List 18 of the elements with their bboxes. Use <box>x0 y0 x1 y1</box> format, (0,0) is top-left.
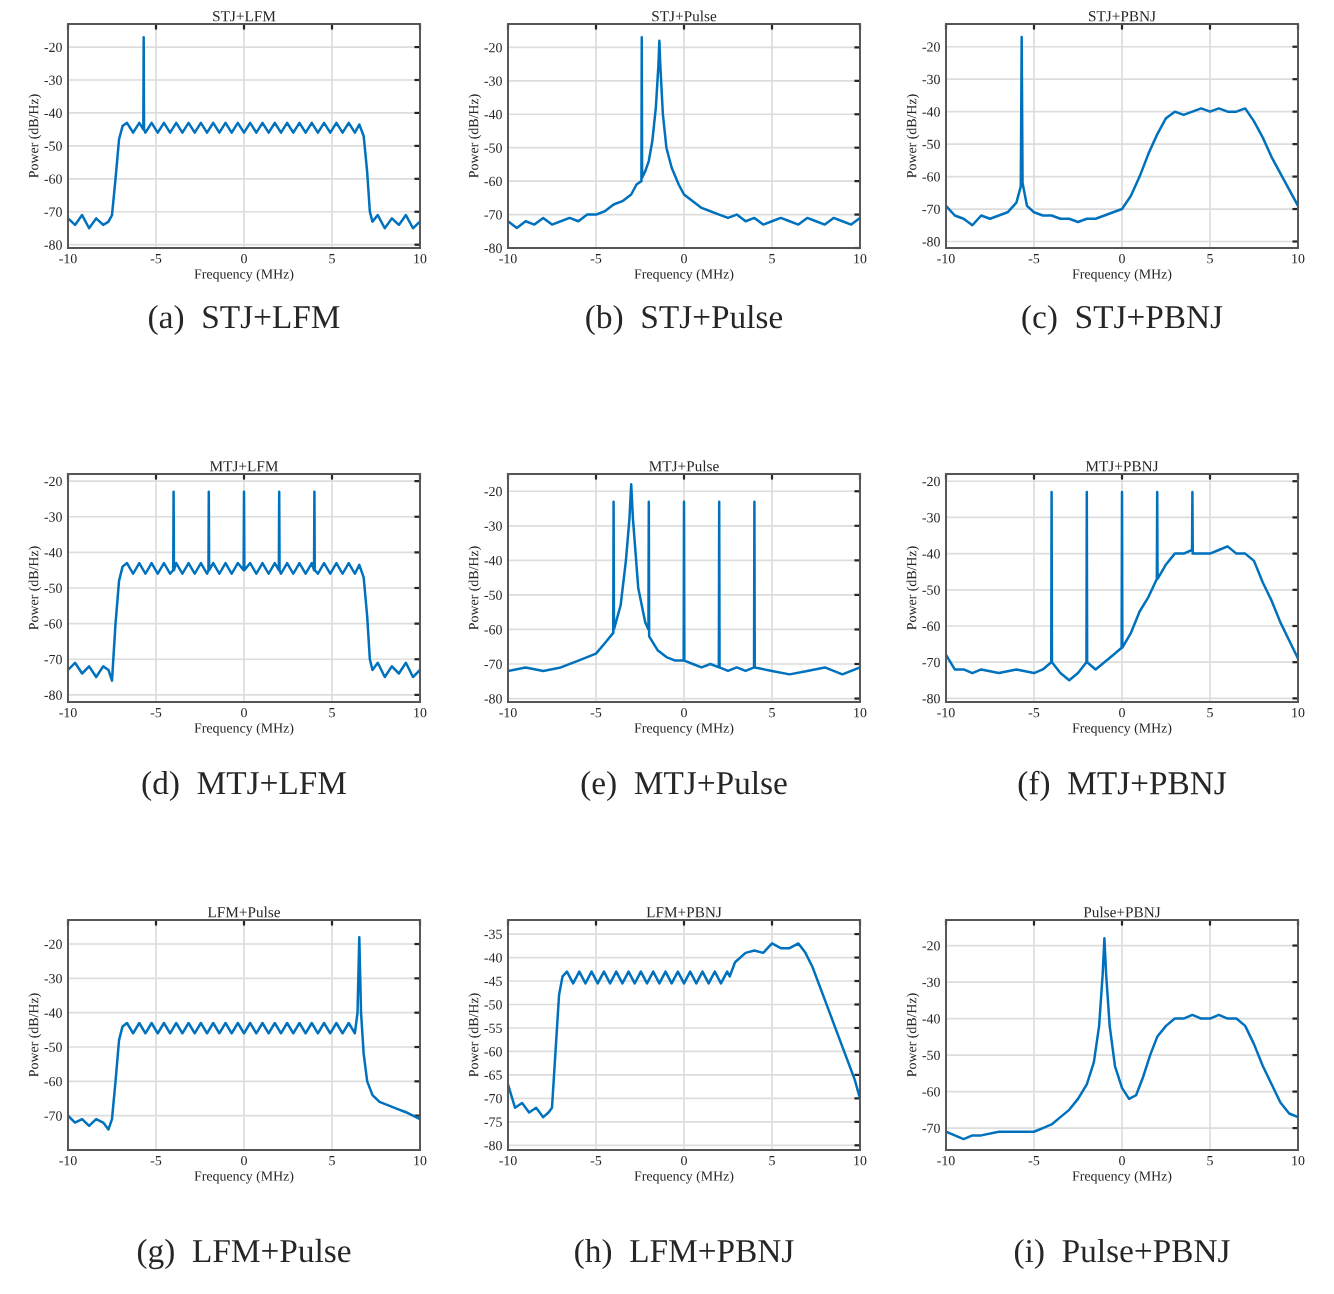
text: (d) MTJ+LFM <box>142 770 346 802</box>
line-series <box>508 483 860 676</box>
line-series <box>508 36 860 230</box>
text: (e) MTJ+Pulse <box>581 770 787 802</box>
line-series <box>508 942 860 1119</box>
text: (i) Pulse+PBNJ <box>1014 1238 1230 1270</box>
text: (f) MTJ+PBNJ <box>1018 770 1227 802</box>
line-series <box>946 937 1298 1141</box>
line-series <box>68 935 420 1131</box>
line-series <box>68 35 420 230</box>
line-series <box>68 490 420 682</box>
text: (c) STJ+PBNJ <box>1022 304 1223 336</box>
text: (b) STJ+Pulse <box>586 304 783 336</box>
line-series <box>946 35 1298 227</box>
text: (a) STJ+LFM <box>149 304 340 336</box>
text: (g) LFM+Pulse <box>137 1238 351 1270</box>
text: (h) LFM+PBNJ <box>575 1238 794 1270</box>
line-series <box>946 490 1298 682</box>
